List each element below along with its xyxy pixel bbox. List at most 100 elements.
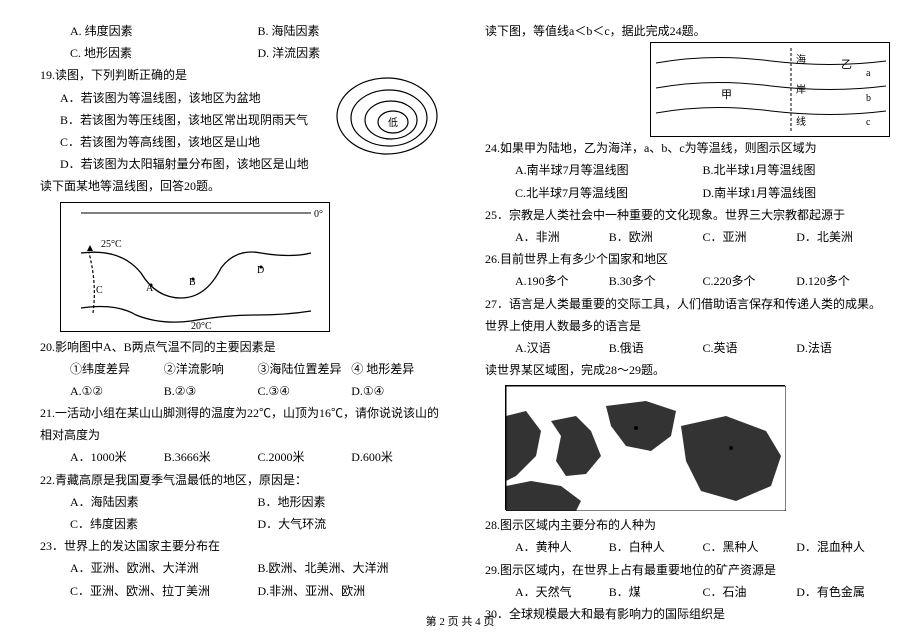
q27-a: A.汉语 <box>515 337 609 359</box>
page-footer: 第 2 页 共 4 页 <box>0 613 920 629</box>
q21-c: C.2000米 <box>258 446 352 468</box>
svg-text:c: c <box>866 117 871 128</box>
q21-stem: 21.一活动小组在某山山脚测得的温度为22℃，山顶为16℃，请你说说该山的相对高… <box>30 402 445 446</box>
q20-o3: ③海陆位置差异 <box>258 358 352 380</box>
q25-stem: 25．宗教是人类社会中一种重要的文化现象。世界三大宗教都起源于 <box>475 204 890 226</box>
q22-opts-r1: A．海陆因素 B．地形因素 <box>30 491 445 513</box>
q28-c: C．黑种人 <box>703 536 797 558</box>
q20-d: D.①④ <box>351 380 445 402</box>
q22-a: A．海陆因素 <box>70 491 258 513</box>
q29-opts: A．天然气 B．煤 C．石油 D．有色金属 <box>475 581 890 603</box>
q22-stem: 22.青藏高原是我国夏季气温最低的地区，原因是： <box>30 469 445 491</box>
q24-a: A.南半球7月等温线图 <box>515 159 703 181</box>
q26-b: B.30多个 <box>609 270 703 292</box>
q20-b: B.②③ <box>164 380 258 402</box>
svg-text:a: a <box>866 68 871 79</box>
q21-d: D.600米 <box>351 446 445 468</box>
contour-figure: 低 <box>325 68 445 163</box>
svg-text:25°C: 25°C <box>101 239 122 250</box>
q18-opt-d: D. 洋流因素 <box>258 42 446 64</box>
q26-opts: A.190多个 B.30多个 C.220多个 D.120多个 <box>475 270 890 292</box>
q20-stem: 20.影响图中A、B两点气温不同的主要因素是 <box>30 336 445 358</box>
q27-opts: A.汉语 B.俄语 C.英语 D.法语 <box>475 337 890 359</box>
svg-text:甲: 甲 <box>721 89 732 101</box>
q24-b: B.北半球1月等温线图 <box>703 159 891 181</box>
q20-intro: 读下面某地等温线图，回答20题。 <box>30 175 445 197</box>
q28-d: D．混血种人 <box>796 536 890 558</box>
svg-text:0°: 0° <box>314 209 323 220</box>
q21-opts: A．1000米 B.3666米 C.2000米 D.600米 <box>30 446 445 468</box>
q29-stem: 29.图示区域内，在世界上占有最重要地位的矿产资源是 <box>475 559 890 581</box>
q18-opt-b: B. 海陆因素 <box>258 20 446 42</box>
q24-opts-r1: A.南半球7月等温线图 B.北半球1月等温线图 <box>475 159 890 181</box>
sealand-figure: 甲 乙 海 岸 线 a b c <box>650 42 890 137</box>
q26-stem: 26.目前世界上有多少个国家和地区 <box>475 248 890 270</box>
q23-opts-r1: A．亚洲、欧洲、大洋洲 B.欧洲、北美洲、大洋洲 <box>30 557 445 579</box>
svg-text:岸: 岸 <box>796 84 806 96</box>
svg-text:C: C <box>96 285 103 296</box>
contour-low-label: 低 <box>388 116 398 129</box>
q26-a: A.190多个 <box>515 270 609 292</box>
q24-stem: 24.如果甲为陆地，乙为海洋，a、b、c为等温线，则图示区域为 <box>475 137 890 159</box>
q25-c: C．亚洲 <box>703 226 797 248</box>
svg-text:线: 线 <box>796 115 806 128</box>
q27-d: D.法语 <box>796 337 890 359</box>
q24-opts-r2: C.北半球7月等温线图 D.南半球1月等温线图 <box>475 182 890 204</box>
q23-c: C．亚洲、欧洲、拉丁美洲 <box>70 580 258 602</box>
q20-c: C.③④ <box>258 380 352 402</box>
q22-opts-r2: C．纬度因素 D．大气环流 <box>30 513 445 535</box>
q24-c: C.北半球7月等温线图 <box>515 182 703 204</box>
q22-d: D．大气环流 <box>258 513 446 535</box>
q27-stem: 27．语言是人类最重要的交际工具，人们借助语言保存和传递人类的成果。世界上使用人… <box>475 293 890 337</box>
q25-d: D．北美洲 <box>796 226 890 248</box>
svg-text:20°C: 20°C <box>191 321 212 332</box>
q24-block: 读下图，等值线a＜b＜c，据此完成24题。 甲 乙 海 岸 线 a b c <box>475 20 890 137</box>
q20-o4: ④ 地形差异 <box>351 358 445 380</box>
q18-options-row1: A. 纬度因素 B. 海陆因素 <box>30 20 445 42</box>
q22-b: B．地形因素 <box>258 491 446 513</box>
right-column: 读下图，等值线a＜b＜c，据此完成24题。 甲 乙 海 岸 线 a b c <box>475 20 890 600</box>
q22-c: C．纬度因素 <box>70 513 258 535</box>
q28-b: B．白种人 <box>609 536 703 558</box>
q25-a: A．非洲 <box>515 226 609 248</box>
q20-o2: ②洋流影响 <box>164 358 258 380</box>
q29-a: A．天然气 <box>515 581 609 603</box>
q26-d: D.120多个 <box>796 270 890 292</box>
q23-stem: 23．世界上的发达国家主要分布在 <box>30 535 445 557</box>
q23-a: A．亚洲、欧洲、大洋洲 <box>70 557 258 579</box>
q20-a: A.①② <box>70 380 164 402</box>
left-column: A. 纬度因素 B. 海陆因素 C. 地形因素 D. 洋流因素 低 19.读图，… <box>30 20 445 600</box>
q18-opt-c: C. 地形因素 <box>70 42 258 64</box>
q24-d: D.南半球1月等温线图 <box>703 182 891 204</box>
q21-a: A．1000米 <box>70 446 164 468</box>
q28-opts: A．黄种人 B．白种人 C．黑种人 D．混血种人 <box>475 536 890 558</box>
q29-b: B．煤 <box>609 581 703 603</box>
q25-b: B．欧洲 <box>609 226 703 248</box>
svg-text:乙: 乙 <box>841 58 852 71</box>
q20-circled-opts: ①纬度差异 ②洋流影响 ③海陆位置差异 ④ 地形差异 <box>30 358 445 380</box>
q18-options-row2: C. 地形因素 D. 洋流因素 <box>30 42 445 64</box>
q28-a: A．黄种人 <box>515 536 609 558</box>
svg-text:海: 海 <box>796 53 806 66</box>
q28-intro: 读世界某区域图，完成28～29题。 <box>475 359 890 381</box>
q21-b: B.3666米 <box>164 446 258 468</box>
q23-opts-r2: C．亚洲、欧洲、拉丁美洲 D.非洲、亚洲、欧洲 <box>30 580 445 602</box>
q18-opt-a: A. 纬度因素 <box>70 20 258 42</box>
q20-letter-opts: A.①② B.②③ C.③④ D.①④ <box>30 380 445 402</box>
q25-opts: A．非洲 B．欧洲 C．亚洲 D．北美洲 <box>475 226 890 248</box>
q23-b: B.欧洲、北美洲、大洋洲 <box>258 557 446 579</box>
q23-d: D.非洲、亚洲、欧洲 <box>258 580 446 602</box>
exam-page: A. 纬度因素 B. 海陆因素 C. 地形因素 D. 洋流因素 低 19.读图，… <box>30 20 890 600</box>
q27-b: B.俄语 <box>609 337 703 359</box>
q26-c: C.220多个 <box>703 270 797 292</box>
q29-d: D．有色金属 <box>796 581 890 603</box>
q29-c: C．石油 <box>703 581 797 603</box>
q27-c: C.英语 <box>703 337 797 359</box>
q19-block: 低 19.读图，下列判断正确的是 A．若该图为等温线图，该地区为盆地 B．若该图… <box>30 64 445 175</box>
svg-text:b: b <box>866 93 871 104</box>
q28-stem: 28.图示区域内主要分布的人种为 <box>475 514 890 536</box>
q24-intro: 读下图，等值线a＜b＜c，据此完成24题。 <box>475 20 890 42</box>
q20-o1: ①纬度差异 <box>70 358 164 380</box>
world-region-map <box>505 385 785 510</box>
isotherm-figure: 0° 25°C 20°C C A B D <box>60 202 330 332</box>
